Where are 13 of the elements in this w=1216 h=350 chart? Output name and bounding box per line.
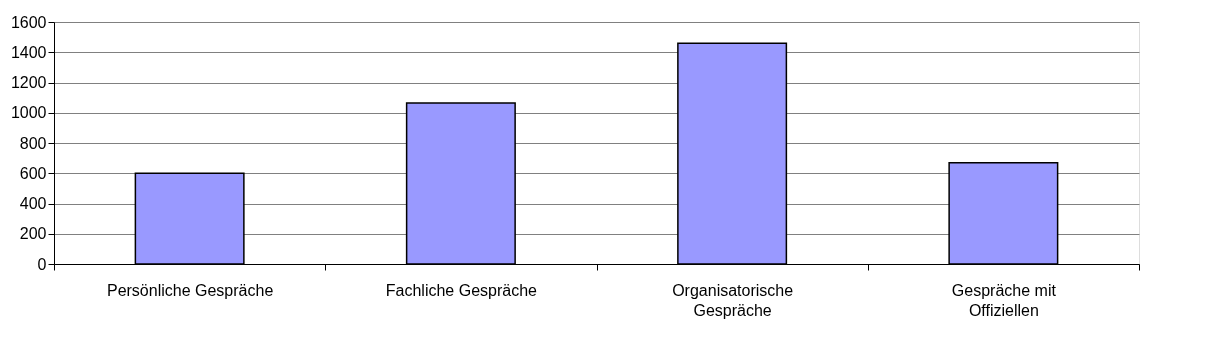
y-tick-label: 200 xyxy=(19,225,47,243)
y-tick-label: 400 xyxy=(19,195,47,212)
x-tick-label: Fachliche Gespräche xyxy=(385,281,538,299)
y-tick-label: 600 xyxy=(19,164,47,182)
y-tick-label: 1600 xyxy=(10,13,47,31)
y-tick-label: 1200 xyxy=(10,74,47,91)
y-tick-label: 800 xyxy=(19,134,47,152)
x-tick-label: Organisatorische Gespräche xyxy=(672,281,794,319)
y-tick-label: 1400 xyxy=(10,43,47,61)
x-tick-label: Persönliche Gespräche xyxy=(106,281,274,299)
y-tick-label: 1000 xyxy=(10,104,47,122)
x-tick-label: Gespräche mit Offiziellen xyxy=(951,281,1057,319)
y-tick-label: 0 xyxy=(37,255,47,273)
